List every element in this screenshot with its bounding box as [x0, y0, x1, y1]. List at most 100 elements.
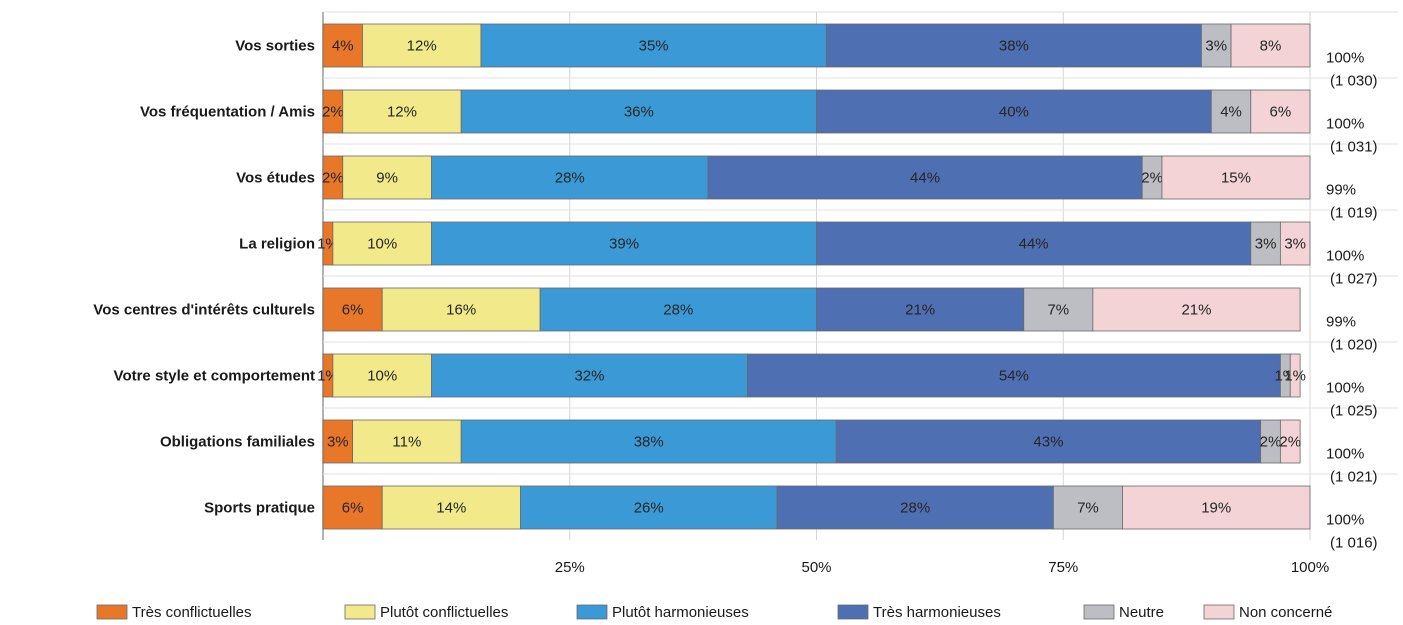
data-label: 39%	[609, 236, 639, 253]
data-label: 43%	[1033, 434, 1063, 451]
legend-swatch	[344, 604, 376, 620]
x-tick-label: 25%	[555, 559, 585, 576]
bar-segment	[381, 287, 541, 332]
data-label: 54%	[999, 368, 1029, 385]
bar-segment	[816, 287, 1025, 332]
data-label: 9%	[376, 170, 398, 187]
bar-segment	[322, 419, 354, 464]
data-label: 6%	[342, 500, 364, 517]
legend-swatch	[96, 604, 128, 620]
total-percent: 100%	[1326, 248, 1364, 265]
category-label: La religion	[239, 236, 315, 253]
data-label: 38%	[999, 38, 1029, 55]
category-label: Obligations familiales	[160, 434, 315, 451]
data-label: 12%	[407, 38, 437, 55]
bar-segment	[1289, 353, 1301, 398]
bar-segment	[1279, 221, 1311, 266]
bar-segment	[1092, 287, 1301, 332]
data-label: 28%	[663, 302, 693, 319]
bar-segment	[352, 419, 462, 464]
bar-segment	[362, 23, 482, 68]
x-tick-label: 50%	[801, 559, 831, 576]
data-label: 6%	[342, 302, 364, 319]
bar-segment	[431, 353, 748, 398]
legend-label: Plutôt conflictuelles	[380, 604, 508, 621]
total-percent: 99%	[1326, 182, 1356, 199]
legend-swatch	[837, 604, 869, 620]
respondent-count: (1 031)	[1330, 139, 1378, 156]
data-label: 12%	[387, 104, 417, 121]
data-label: 10%	[367, 236, 397, 253]
data-label: 1%	[1284, 368, 1306, 385]
total-percent: 100%	[1326, 380, 1364, 397]
bar-segment	[825, 23, 1202, 68]
total-percent: 99%	[1326, 314, 1356, 331]
data-label: 3%	[1255, 236, 1277, 253]
bar-segment	[1201, 23, 1232, 68]
category-label: Vos sorties	[235, 38, 315, 55]
legend-swatch	[1203, 604, 1235, 620]
data-label: 8%	[1260, 38, 1282, 55]
respondent-count: (1 025)	[1330, 403, 1378, 420]
bar-segment	[1250, 221, 1281, 266]
data-label: 6%	[1270, 104, 1292, 121]
x-tick-label: 75%	[1048, 559, 1078, 576]
category-label: Vos études	[236, 170, 315, 187]
data-label: 35%	[639, 38, 669, 55]
legend-label: Plutôt harmonieuses	[612, 604, 749, 621]
data-label: 3%	[1284, 236, 1306, 253]
bar-segment	[460, 419, 837, 464]
bar-segment	[431, 155, 709, 200]
x-tick-label: 100%	[1291, 559, 1329, 576]
data-label: 40%	[999, 104, 1029, 121]
total-percent: 100%	[1326, 446, 1364, 463]
bar-segment	[1279, 419, 1301, 464]
data-label: 44%	[1019, 236, 1049, 253]
data-label: 2%	[1260, 434, 1282, 451]
data-label: 7%	[1077, 500, 1099, 517]
data-label: 7%	[1047, 302, 1069, 319]
legend-swatch	[576, 604, 608, 620]
data-label: 2%	[1279, 434, 1301, 451]
bar-segment	[816, 89, 1212, 134]
data-label: 4%	[1220, 104, 1242, 121]
category-label: Votre style et comportement	[114, 368, 315, 385]
bar-segment	[520, 485, 778, 530]
data-label: 21%	[1181, 302, 1211, 319]
respondent-count: (1 030)	[1330, 73, 1378, 90]
total-percent: 100%	[1326, 116, 1364, 133]
category-label: Vos centres d'intérêts culturels	[93, 302, 315, 319]
data-label: 14%	[436, 500, 466, 517]
bar-segment	[1210, 89, 1252, 134]
bar-segment	[431, 221, 817, 266]
total-labels: 100% (1 030) 100% (1 031) 99% (1 019) 100% (1 0…	[1326, 50, 1378, 552]
data-label: 3%	[327, 434, 349, 451]
total-percent: 100%	[1326, 50, 1364, 67]
bar-segment	[1250, 89, 1311, 134]
data-label: 2%	[322, 104, 344, 121]
data-label: 2%	[1141, 170, 1163, 187]
legend-swatch	[1083, 604, 1115, 620]
bar-segment	[816, 221, 1252, 266]
respondent-count: (1 019)	[1330, 205, 1378, 222]
bar-segment	[322, 287, 383, 332]
category-labels: Vos sorties Vos fréquentation / Amis Vos é…	[93, 38, 315, 517]
respondent-count: (1 020)	[1330, 337, 1378, 354]
respondent-count: (1 016)	[1330, 535, 1378, 552]
total-percent: 100%	[1326, 512, 1364, 529]
respondent-count: (1 021)	[1330, 469, 1378, 486]
bar-segment	[707, 155, 1143, 200]
bar-segment	[332, 353, 432, 398]
data-label: 16%	[446, 302, 476, 319]
data-label: 10%	[367, 368, 397, 385]
x-axis: 25% 50% 75% 100%	[555, 559, 1329, 576]
data-label: 28%	[900, 500, 930, 517]
data-label: 15%	[1221, 170, 1251, 187]
data-label: 32%	[574, 368, 604, 385]
bar-segment	[835, 419, 1262, 464]
respondent-count: (1 027)	[1330, 271, 1378, 288]
legend-label: Neutre	[1119, 604, 1164, 621]
data-label: 19%	[1201, 500, 1231, 517]
data-label: 36%	[624, 104, 654, 121]
